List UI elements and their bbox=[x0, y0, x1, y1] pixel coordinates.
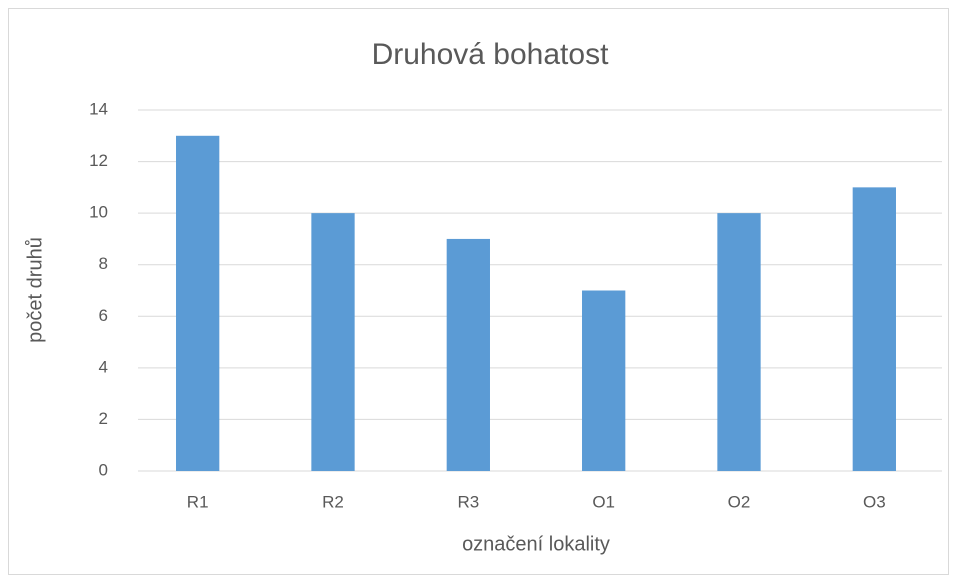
y-tick-label: 0 bbox=[99, 460, 108, 479]
y-tick-label: 8 bbox=[99, 254, 108, 273]
y-tick-label: 12 bbox=[89, 151, 108, 170]
y-tick-label: 2 bbox=[99, 409, 108, 428]
chart-title: Druhová bohatost bbox=[372, 38, 609, 71]
bar bbox=[176, 135, 220, 472]
bar bbox=[717, 213, 761, 471]
x-axis-title: označení lokality bbox=[462, 533, 610, 555]
x-tick-label: R2 bbox=[322, 492, 344, 511]
bar bbox=[582, 290, 626, 471]
x-tick-label: R1 bbox=[187, 492, 209, 511]
bar bbox=[446, 238, 490, 471]
x-tick-label: O2 bbox=[728, 492, 751, 511]
y-tick-label: 14 bbox=[89, 99, 108, 118]
y-tick-label: 6 bbox=[99, 306, 108, 325]
y-tick-label: 4 bbox=[99, 357, 108, 376]
x-tick-label: R3 bbox=[457, 492, 479, 511]
x-tick-label: O1 bbox=[592, 492, 615, 511]
y-tick-label: 10 bbox=[89, 203, 108, 222]
x-tick-label: O3 bbox=[863, 492, 886, 511]
bar bbox=[852, 187, 896, 471]
bar bbox=[311, 213, 355, 471]
y-axis-title: počet druhů bbox=[24, 237, 46, 343]
